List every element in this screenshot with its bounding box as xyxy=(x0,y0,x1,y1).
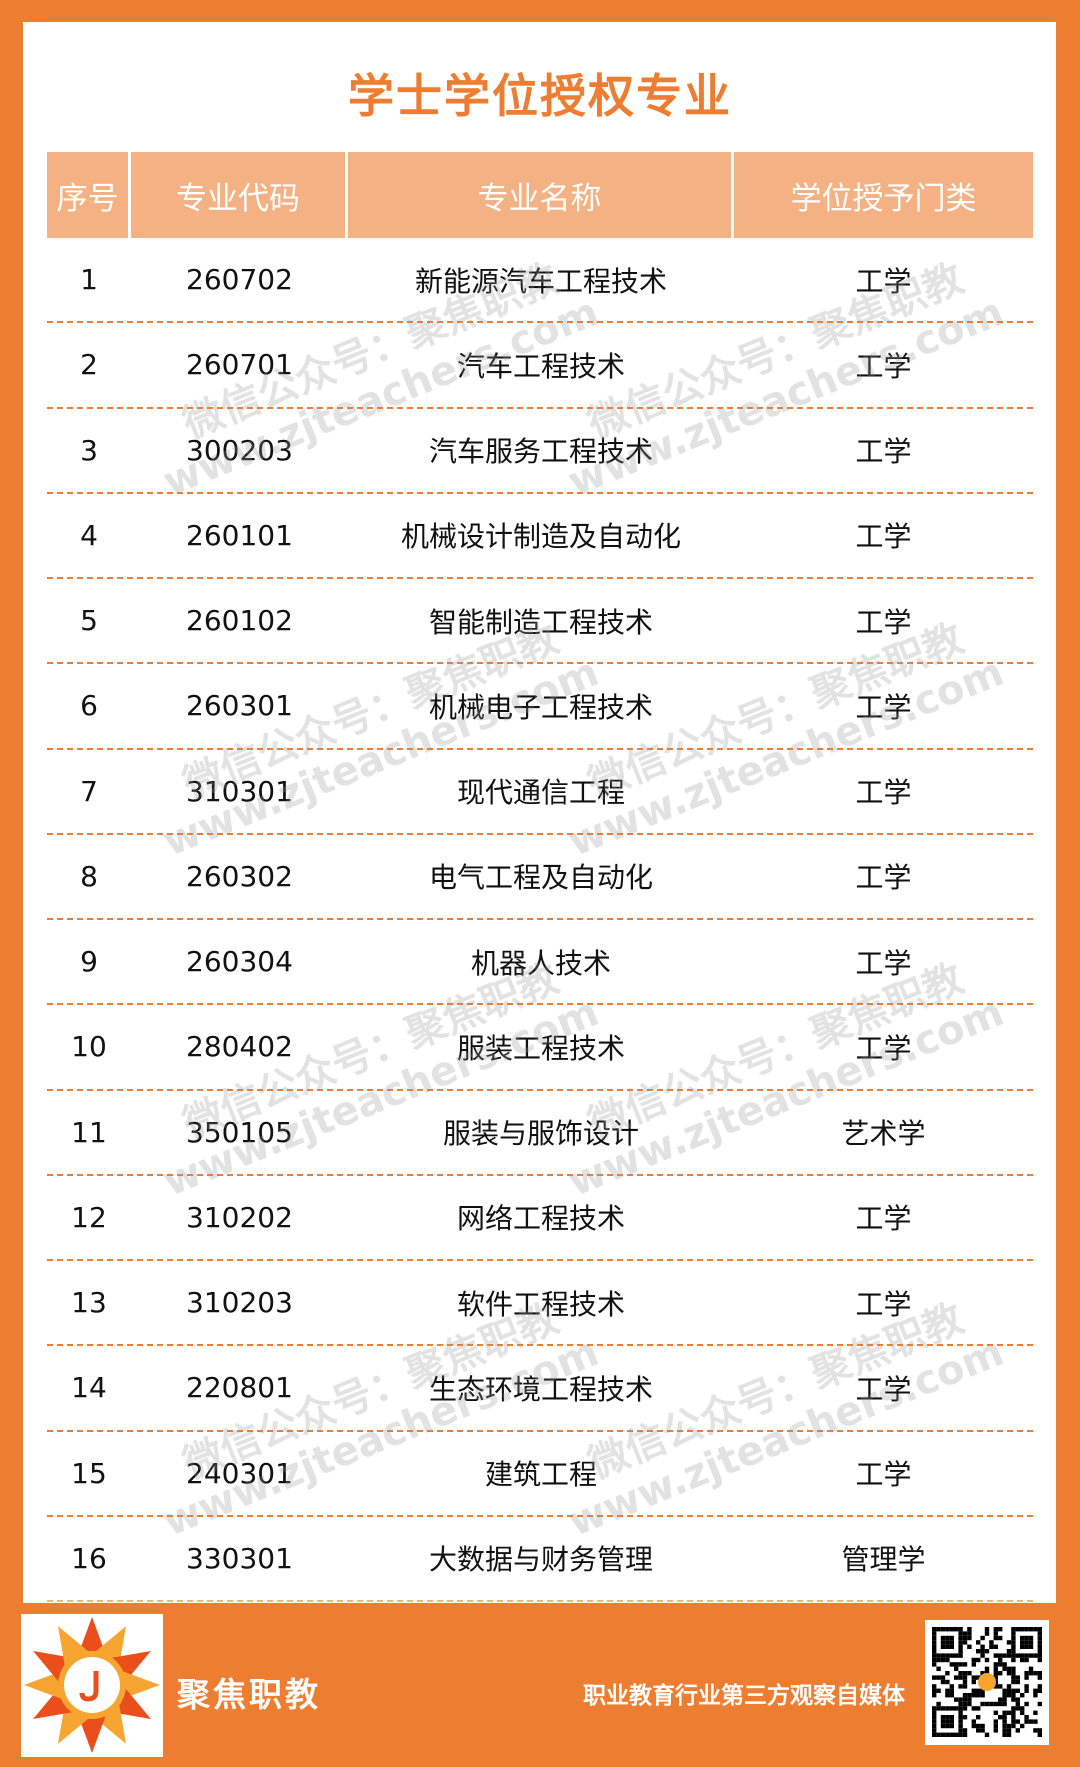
table-row: 13 310203 软件工程技术 工学 xyxy=(47,1261,1033,1347)
table-row: 1 260702 新能源汽车工程技术 工学 xyxy=(47,238,1033,324)
cell-category: 工学 xyxy=(855,1372,912,1406)
qr-code-icon xyxy=(932,1627,1042,1737)
cell-index: 14 xyxy=(71,1371,107,1405)
cell-code: 350105 xyxy=(186,1115,293,1149)
cell-name: 服装工程技术 xyxy=(456,1031,625,1065)
cell-category: 工学 xyxy=(855,435,912,469)
cell-code: 240301 xyxy=(186,1456,293,1490)
cell-code: 310203 xyxy=(186,1286,293,1320)
cell-code: 260701 xyxy=(186,348,293,382)
header-index: 序号 xyxy=(47,152,131,238)
table-row: 3 300203 汽车服务工程技术 工学 xyxy=(47,409,1033,494)
cell-name: 汽车工程技术 xyxy=(456,349,625,383)
cell-code: 310301 xyxy=(186,774,293,808)
cell-index: 11 xyxy=(71,1115,107,1149)
header-name: 专业名称 xyxy=(348,152,734,238)
sunflower-logo-icon xyxy=(24,1617,160,1753)
table-row: 11 350105 服装与服饰设计 艺术学 xyxy=(47,1091,1033,1176)
cell-code: 260302 xyxy=(186,859,293,893)
cell-index: 12 xyxy=(71,1200,107,1234)
table-row: 4 260101 机械设计制造及自动化 工学 xyxy=(47,494,1033,579)
table-row: 14 220801 生态环境工程技术 工学 xyxy=(47,1346,1033,1432)
cell-index: 4 xyxy=(80,518,98,552)
cell-name: 大数据与财务管理 xyxy=(428,1543,653,1577)
table-row: 5 260102 智能制造工程技术 工学 xyxy=(47,579,1033,665)
table-header: 序号 专业代码 专业名称 学位授予门类 xyxy=(47,152,1033,238)
cell-name: 汽车服务工程技术 xyxy=(428,435,653,469)
cell-category: 工学 xyxy=(855,1202,912,1236)
cell-category: 工学 xyxy=(855,349,912,383)
cell-index: 3 xyxy=(80,433,98,467)
cell-index: 8 xyxy=(80,859,98,893)
cell-category: 工学 xyxy=(855,690,912,724)
cell-name: 现代通信工程 xyxy=(456,776,625,810)
cell-name: 网络工程技术 xyxy=(456,1202,625,1236)
cell-name: 机械电子工程技术 xyxy=(428,690,653,724)
cell-category: 工学 xyxy=(855,1031,912,1065)
content-panel xyxy=(23,22,1056,1603)
cell-name: 生态环境工程技术 xyxy=(428,1372,653,1406)
cell-code: 260301 xyxy=(186,689,293,723)
slogan: 职业教育行业第三方观察自媒体 xyxy=(583,1683,905,1709)
table-row: 8 260302 电气工程及自动化 工学 xyxy=(47,835,1033,920)
cell-code: 280402 xyxy=(186,1030,293,1064)
cell-category: 工学 xyxy=(855,1458,912,1492)
cell-code: 220801 xyxy=(186,1371,293,1405)
cell-category: 工学 xyxy=(855,520,912,554)
cell-category: 艺术学 xyxy=(841,1117,926,1151)
cell-category: 管理学 xyxy=(841,1543,926,1577)
cell-name: 新能源汽车工程技术 xyxy=(414,264,667,298)
cell-index: 5 xyxy=(80,604,98,638)
cell-index: 6 xyxy=(80,689,98,723)
cell-code: 260702 xyxy=(186,263,293,297)
cell-name: 软件工程技术 xyxy=(456,1287,625,1321)
cell-code: 330301 xyxy=(186,1541,293,1575)
table-body: 1 260702 新能源汽车工程技术 工学 2 260701 汽车工程技术 工学 3 300203… xyxy=(47,238,1033,1602)
header-category: 学位授予门类 xyxy=(734,152,1033,238)
cell-name: 服装与服饰设计 xyxy=(442,1117,639,1151)
header-code: 专业代码 xyxy=(131,152,348,238)
cell-code: 300203 xyxy=(186,433,293,467)
cell-index: 9 xyxy=(80,945,98,979)
cell-code: 310202 xyxy=(186,1200,293,1234)
brand-name: 聚焦职教 xyxy=(177,1675,321,1714)
cell-category: 工学 xyxy=(855,264,912,298)
table-row: 15 240301 建筑工程 工学 xyxy=(47,1432,1033,1517)
page-title: 学士学位授权专业 xyxy=(348,69,732,123)
cell-category: 工学 xyxy=(855,605,912,639)
cell-name: 智能制造工程技术 xyxy=(428,605,653,639)
cell-index: 16 xyxy=(71,1541,107,1575)
table-row: 16 330301 大数据与财务管理 管理学 xyxy=(47,1517,1033,1602)
cell-index: 2 xyxy=(80,348,98,382)
cell-index: 1 xyxy=(80,263,98,297)
brand-logo xyxy=(21,1614,163,1757)
table-row: 2 260701 汽车工程技术 工学 xyxy=(47,323,1033,409)
cell-code: 260304 xyxy=(186,945,293,979)
cell-name: 机械设计制造及自动化 xyxy=(400,520,681,554)
cell-name: 机器人技术 xyxy=(470,946,611,980)
cell-index: 15 xyxy=(71,1456,107,1490)
cell-category: 工学 xyxy=(855,1287,912,1321)
cell-name: 电气工程及自动化 xyxy=(428,861,653,895)
cell-index: 7 xyxy=(80,774,98,808)
table-row: 10 280402 服装工程技术 工学 xyxy=(47,1005,1033,1091)
cell-code: 260101 xyxy=(186,518,293,552)
cell-category: 工学 xyxy=(855,776,912,810)
cell-category: 工学 xyxy=(855,946,912,980)
cell-code: 260102 xyxy=(186,604,293,638)
table-row: 7 310301 现代通信工程 工学 xyxy=(47,750,1033,835)
cell-index: 13 xyxy=(71,1286,107,1320)
qr-code xyxy=(925,1620,1049,1745)
cell-index: 10 xyxy=(71,1030,107,1064)
table-row: 9 260304 机器人技术 工学 xyxy=(47,920,1033,1006)
table-row: 12 310202 网络工程技术 工学 xyxy=(47,1176,1033,1261)
cell-category: 工学 xyxy=(855,861,912,895)
table-row: 6 260301 机械电子工程技术 工学 xyxy=(47,664,1033,750)
cell-name: 建筑工程 xyxy=(484,1458,597,1492)
